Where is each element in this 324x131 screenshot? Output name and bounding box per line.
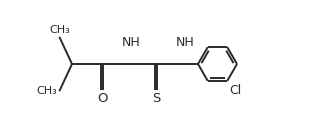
Text: NH: NH [122, 37, 140, 50]
Text: CH₃: CH₃ [49, 25, 70, 35]
Text: NH: NH [176, 37, 194, 50]
Text: S: S [152, 91, 160, 105]
Text: Cl: Cl [229, 84, 241, 97]
Text: CH₃: CH₃ [37, 86, 57, 96]
Text: O: O [97, 91, 107, 105]
